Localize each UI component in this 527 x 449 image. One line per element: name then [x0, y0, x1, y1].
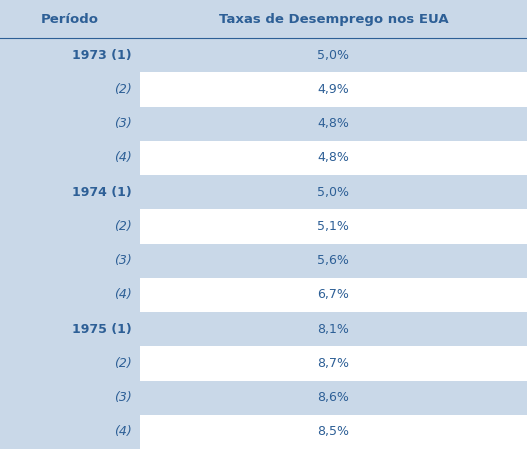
Bar: [0, 106, 140, 141]
Bar: [140, 72, 527, 107]
Text: (2): (2): [114, 357, 132, 370]
Text: (2): (2): [114, 220, 132, 233]
Text: (3): (3): [114, 391, 132, 404]
Text: (2): (2): [114, 83, 132, 96]
Bar: [0, 72, 140, 107]
Bar: [140, 346, 527, 380]
Bar: [140, 312, 527, 346]
Text: Taxas de Desemprego nos EUA: Taxas de Desemprego nos EUA: [219, 13, 448, 26]
Bar: [0, 38, 140, 72]
Text: 5,0%: 5,0%: [317, 186, 349, 199]
Text: 5,0%: 5,0%: [317, 49, 349, 62]
Bar: [0, 278, 140, 312]
Bar: [140, 278, 527, 312]
Bar: [0, 346, 140, 380]
Bar: [0, 380, 140, 415]
Bar: [140, 415, 527, 449]
Bar: [0, 141, 140, 175]
Text: 5,1%: 5,1%: [317, 220, 349, 233]
Text: 1973 (1): 1973 (1): [72, 49, 132, 62]
Bar: [0, 209, 140, 243]
Bar: [140, 106, 527, 141]
Text: (4): (4): [114, 425, 132, 438]
Text: 1975 (1): 1975 (1): [72, 323, 132, 336]
Bar: [140, 209, 527, 243]
Bar: [0, 312, 140, 346]
Text: Período: Período: [41, 13, 99, 26]
Bar: [140, 175, 527, 209]
Text: (3): (3): [114, 117, 132, 130]
Text: 5,6%: 5,6%: [317, 254, 349, 267]
Bar: [0, 175, 140, 209]
Bar: [140, 38, 527, 72]
Text: 8,6%: 8,6%: [317, 391, 349, 404]
Text: 4,8%: 4,8%: [317, 151, 349, 164]
Text: 1974 (1): 1974 (1): [72, 186, 132, 199]
Bar: [140, 243, 527, 278]
Text: 6,7%: 6,7%: [317, 288, 349, 301]
Text: 8,1%: 8,1%: [317, 323, 349, 336]
Bar: [0, 243, 140, 278]
Text: (3): (3): [114, 254, 132, 267]
Text: 8,7%: 8,7%: [317, 357, 349, 370]
Bar: [0, 415, 140, 449]
Text: 8,5%: 8,5%: [317, 425, 349, 438]
Text: 4,8%: 4,8%: [317, 117, 349, 130]
Bar: [0, 0, 527, 38]
Text: (4): (4): [114, 288, 132, 301]
Text: (4): (4): [114, 151, 132, 164]
Bar: [140, 141, 527, 175]
Text: 4,9%: 4,9%: [317, 83, 349, 96]
Bar: [140, 380, 527, 415]
